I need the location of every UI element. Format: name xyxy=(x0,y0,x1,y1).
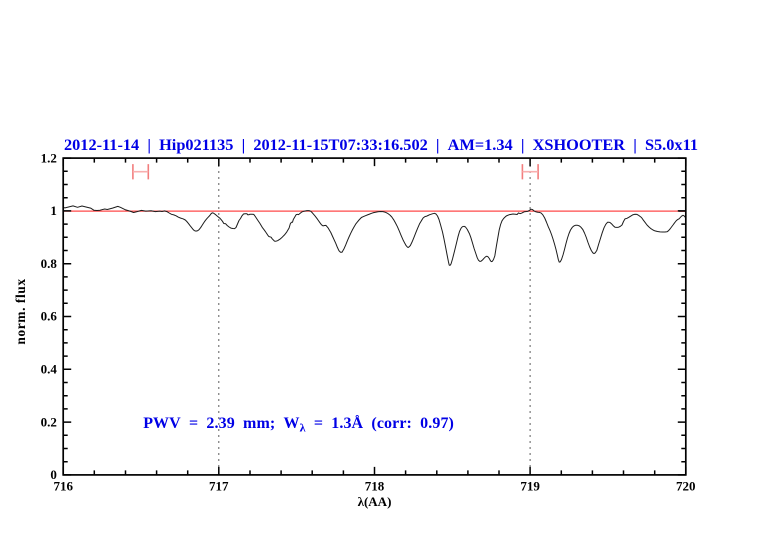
svg-text:λ(AA): λ(AA) xyxy=(358,494,392,509)
svg-text:PWV = 2.39 mm; Wλ = 1.3Å: PWV = 2.39 mm; Wλ = 1.3Å (corr: 0.97) xyxy=(143,414,454,435)
svg-text:717: 717 xyxy=(209,479,229,494)
svg-text:2012-11-14 | Hip021135 | 2: 2012-11-14 | Hip021135 | 2012-11-15T07:3… xyxy=(64,136,698,154)
svg-text:0.4: 0.4 xyxy=(41,362,58,377)
svg-text:0.6: 0.6 xyxy=(41,309,58,324)
svg-text:719: 719 xyxy=(520,479,540,494)
svg-text:718: 718 xyxy=(365,479,385,494)
svg-text:0.8: 0.8 xyxy=(41,256,58,271)
svg-text:norm. flux: norm. flux xyxy=(13,278,28,344)
svg-text:0: 0 xyxy=(50,467,57,482)
svg-text:0.2: 0.2 xyxy=(41,414,57,429)
svg-text:1.2: 1.2 xyxy=(41,150,57,165)
svg-text:716: 716 xyxy=(53,479,73,494)
svg-text:720: 720 xyxy=(676,479,696,494)
svg-text:1: 1 xyxy=(50,203,57,218)
